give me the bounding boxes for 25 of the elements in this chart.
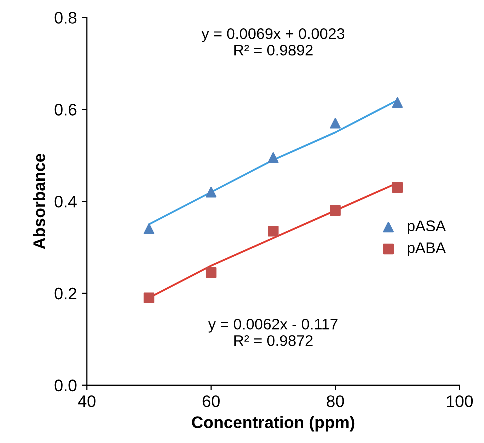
point xyxy=(144,292,155,304)
y-tick-label: 0.0 xyxy=(54,380,77,392)
annotation: y = 0.0069x + 0.0023 R² = 0.9892 xyxy=(202,28,345,56)
x-tick-label: 80 xyxy=(327,396,344,408)
y-tick-label: 0.2 xyxy=(54,288,77,300)
x-tick-label: 40 xyxy=(78,396,96,408)
annotation: y = 0.0062x - 0.117 R² = 0.9872 xyxy=(208,318,338,346)
legend-label: pASA xyxy=(408,220,446,235)
point xyxy=(330,205,341,216)
y-tick-label: 0.4 xyxy=(54,196,77,208)
y-axis-title: Absorbance xyxy=(33,154,46,250)
y-tick-label: 0.8 xyxy=(54,12,77,24)
x-tick-label: 60 xyxy=(202,396,220,408)
point xyxy=(268,152,279,164)
y-tick-label: 0.6 xyxy=(54,104,77,116)
point xyxy=(144,224,155,234)
point xyxy=(206,187,217,198)
point xyxy=(392,182,404,194)
x-tick-label: 100 xyxy=(447,396,474,408)
point xyxy=(392,97,404,108)
point xyxy=(330,118,341,129)
point xyxy=(268,226,279,237)
point xyxy=(206,267,217,278)
x-axis-title: Concentration (ppm) xyxy=(192,416,355,432)
legend-label: pABA xyxy=(408,242,446,256)
